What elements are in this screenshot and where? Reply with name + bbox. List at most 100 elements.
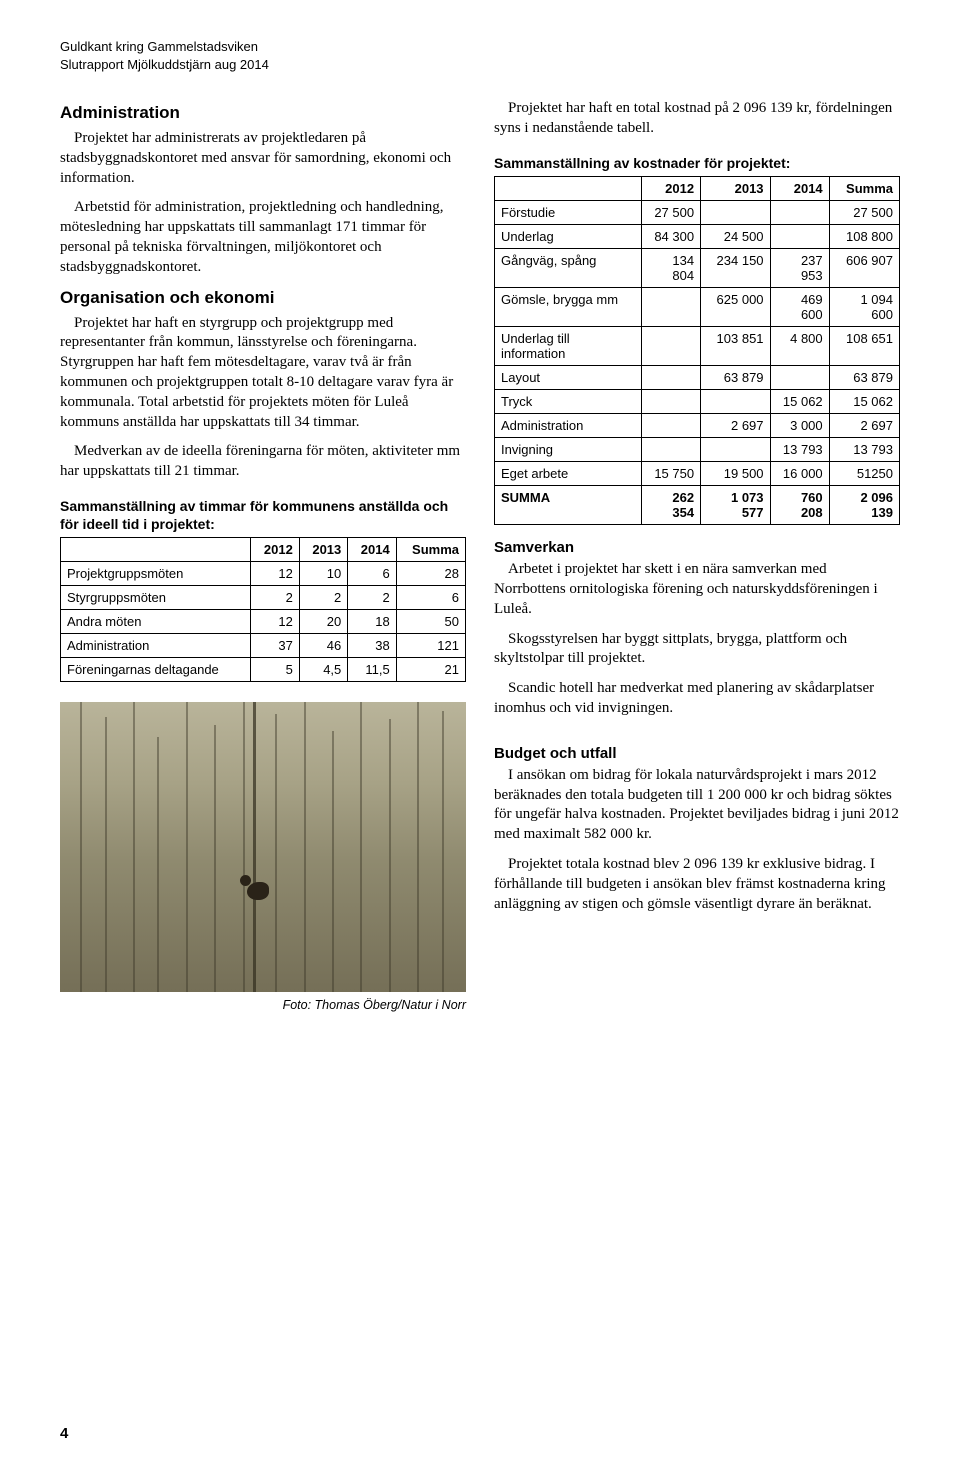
para-budget-2: Projektet totala kostnad blev 2 096 139 …	[494, 855, 900, 914]
td: 2 697	[701, 414, 770, 438]
td: Administration	[61, 634, 251, 658]
td: 108 800	[829, 225, 899, 249]
table1-caption: Sammanställning av timmar för kommunens …	[60, 498, 466, 533]
table-row: Styrgruppsmöten2226	[61, 586, 466, 610]
heading-organisation: Organisation och ekonomi	[60, 288, 466, 308]
heading-samverkan: Samverkan	[494, 539, 900, 556]
td: Förstudie	[495, 201, 642, 225]
para-cost-intro: Projektet har haft en total kostnad på 2…	[494, 99, 900, 139]
td: 6	[396, 586, 465, 610]
table-row: Eget arbete15 75019 50016 00051250	[495, 462, 900, 486]
td	[641, 288, 700, 327]
th: Summa	[829, 177, 899, 201]
td: 63 879	[829, 366, 899, 390]
header-line-2: Slutrapport Mjölkuddstjärn aug 2014	[60, 56, 900, 74]
td	[701, 201, 770, 225]
td: 50	[396, 610, 465, 634]
td: 262 354	[641, 486, 700, 525]
td: 2	[348, 586, 396, 610]
td	[770, 201, 829, 225]
td: 5	[251, 658, 299, 682]
td: 11,5	[348, 658, 396, 682]
table-row: Projektgruppsmöten1210628	[61, 562, 466, 586]
td: 84 300	[641, 225, 700, 249]
td: 625 000	[701, 288, 770, 327]
td: 18	[348, 610, 396, 634]
td	[641, 414, 700, 438]
td: 2	[251, 586, 299, 610]
table-costs: 2012 2013 2014 Summa Förstudie27 50027 5…	[494, 176, 900, 525]
td: 2 697	[829, 414, 899, 438]
td: 20	[299, 610, 347, 634]
td: 63 879	[701, 366, 770, 390]
para-admin-2: Arbetstid för administration, projektled…	[60, 198, 466, 277]
td	[641, 438, 700, 462]
td: 51250	[829, 462, 899, 486]
table-row: Gömsle, brygga mm 625 000469 6001 094 600	[495, 288, 900, 327]
td: 12	[251, 610, 299, 634]
td: Gömsle, brygga mm	[495, 288, 642, 327]
td: 1 073 577	[701, 486, 770, 525]
table-row: Underlag84 30024 500108 800	[495, 225, 900, 249]
td: SUMMA	[495, 486, 642, 525]
para-org-2: Medverkan av de ideella föreningarna för…	[60, 442, 466, 482]
td: Föreningarnas deltagande	[61, 658, 251, 682]
td: 6	[348, 562, 396, 586]
td: Eget arbete	[495, 462, 642, 486]
td: Gångväg, spång	[495, 249, 642, 288]
td: 2	[299, 586, 347, 610]
td: 37	[251, 634, 299, 658]
td: 16 000	[770, 462, 829, 486]
td: 15 062	[770, 390, 829, 414]
td: 13 793	[829, 438, 899, 462]
td: 46	[299, 634, 347, 658]
td	[701, 438, 770, 462]
td: 15 750	[641, 462, 700, 486]
para-org-1: Projektet har haft en styrgrupp och proj…	[60, 314, 466, 433]
right-column: Projektet har haft en total kostnad på 2…	[494, 99, 900, 1012]
td: 234 150	[701, 249, 770, 288]
td: 12	[251, 562, 299, 586]
table-hours: 2012 2013 2014 Summa Projektgruppsmöten1…	[60, 537, 466, 682]
heading-administration: Administration	[60, 103, 466, 123]
table2-caption: Sammanställning av kostnader för projekt…	[494, 155, 900, 173]
table-row: Andra möten12201850	[61, 610, 466, 634]
table-row: Invigning13 79313 793	[495, 438, 900, 462]
doc-header: Guldkant kring Gammelstadsviken Slutrapp…	[60, 38, 900, 73]
table-row: Gångväg, spång134 804234 150237 953606 9…	[495, 249, 900, 288]
table-row: Administration2 6973 0002 697	[495, 414, 900, 438]
para-sam-1: Arbetet i projektet har skett i en nära …	[494, 560, 900, 619]
td: 469 600	[770, 288, 829, 327]
td	[641, 327, 700, 366]
td: 134 804	[641, 249, 700, 288]
td	[701, 390, 770, 414]
two-column-layout: Administration Projektet har administrer…	[60, 99, 900, 1012]
table-row: Layout 63 879 63 879	[495, 366, 900, 390]
table-sum-row: SUMMA262 3541 073 577760 2082 096 139	[495, 486, 900, 525]
para-sam-2: Skogsstyrelsen har byggt sittplats, bryg…	[494, 630, 900, 670]
td: 4 800	[770, 327, 829, 366]
td: 4,5	[299, 658, 347, 682]
td: 108 651	[829, 327, 899, 366]
td: Tryck	[495, 390, 642, 414]
td: 1 094 600	[829, 288, 899, 327]
td: Layout	[495, 366, 642, 390]
td: 121	[396, 634, 465, 658]
td: 27 500	[641, 201, 700, 225]
table-row: Tryck15 06215 062	[495, 390, 900, 414]
td	[770, 225, 829, 249]
td: 2 096 139	[829, 486, 899, 525]
th: 2012	[641, 177, 700, 201]
td: 27 500	[829, 201, 899, 225]
th	[61, 538, 251, 562]
td: Underlag	[495, 225, 642, 249]
td: Projektgruppsmöten	[61, 562, 251, 586]
td	[641, 390, 700, 414]
th: 2012	[251, 538, 299, 562]
td	[641, 366, 700, 390]
td: Invigning	[495, 438, 642, 462]
table-row: 2012 2013 2014 Summa	[61, 538, 466, 562]
td: Administration	[495, 414, 642, 438]
page-number: 4	[60, 1425, 68, 1442]
td: 10	[299, 562, 347, 586]
